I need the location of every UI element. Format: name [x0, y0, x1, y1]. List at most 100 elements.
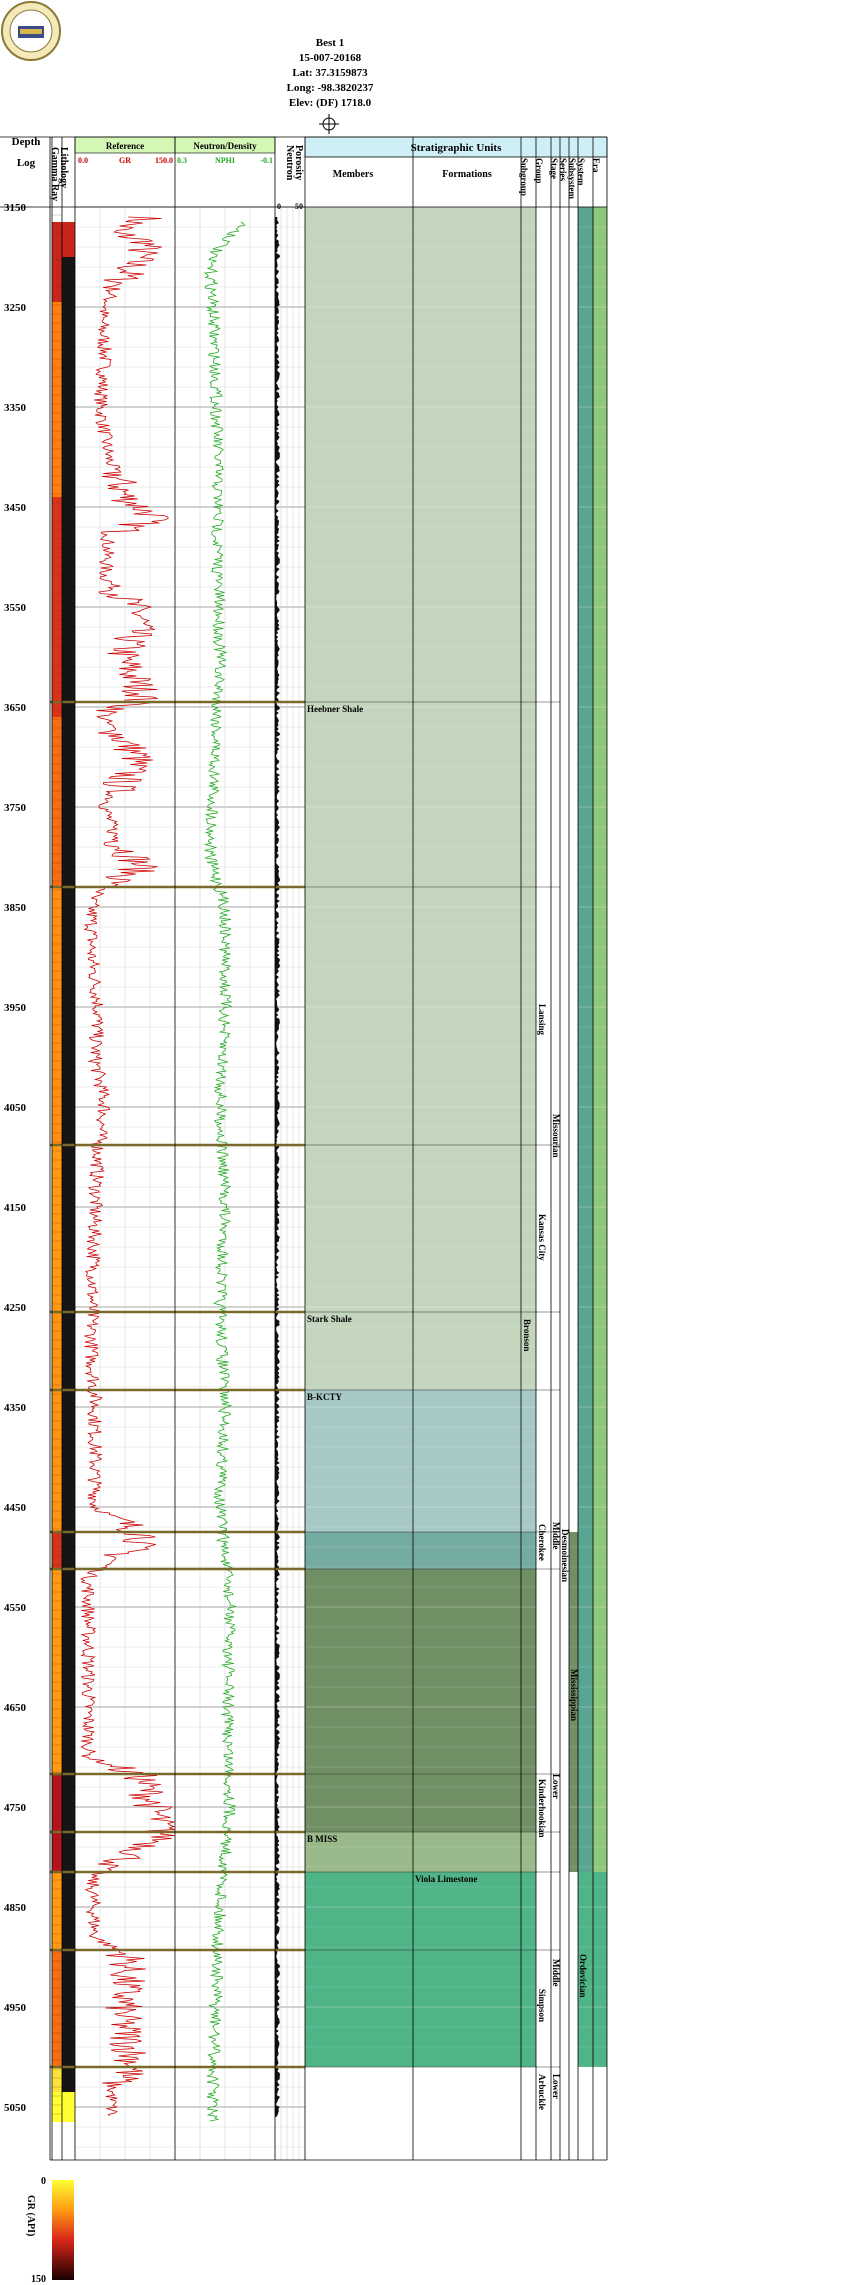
track-frame [0, 136, 608, 2161]
depth-tick-3250: 3250 [4, 302, 27, 314]
nphi-curve-track [203, 221, 246, 2122]
depth-tick-4850: 4850 [4, 1902, 27, 1914]
depth-tick-3350: 3350 [4, 402, 27, 414]
lithology-band-0 [52, 207, 75, 222]
depth-grid [75, 206, 607, 2160]
kgs-seal-logo [1, 1, 61, 61]
depth-tick-3750: 3750 [4, 802, 27, 814]
porosity-fill [275, 217, 280, 2117]
top-label-0: Heebner Shale [307, 704, 363, 714]
unit-band-2 [305, 1532, 536, 1569]
depth-tick-3450: 3450 [4, 502, 27, 514]
ordovician-system-fill [578, 1872, 593, 2067]
depth-tick-4050: 4050 [4, 1102, 27, 1114]
strat-unit-labels: Lansing Missourian Kansas City Bronson Middl… [522, 1004, 588, 2110]
gr-legend-min: 0 [41, 2176, 46, 2187]
strat-label-8: Lower [551, 1774, 561, 1799]
strat-label-6: Cherokee [537, 1524, 547, 1561]
nphi-curve [203, 221, 246, 2122]
formation-label-0: Viola Limestone [415, 1874, 477, 1884]
depth-tick-4150: 4150 [4, 1202, 27, 1214]
strat-label-13: Lower [551, 2074, 561, 2099]
era-column-fill [593, 207, 607, 1872]
top-label-3: Stark Shale [307, 1314, 352, 1324]
strat-label-4: Middle [551, 1522, 561, 1550]
nphi-scale-max: -0.1 [260, 156, 273, 165]
system-column-fill [578, 207, 593, 1872]
unit-band-0 [305, 207, 536, 1390]
log-header: Log [17, 157, 36, 169]
depth-header: Depth [12, 136, 41, 148]
well-api-number: 15-007-20168 [298, 52, 362, 64]
depth-tick-4250: 4250 [4, 1302, 27, 1314]
gr-scale-max: 150.0 [155, 156, 173, 165]
depth-tick-4350: 4350 [4, 1402, 27, 1414]
formation-tops: Heebner Shale Stark Shale B-KCTY B MISS Viol… [50, 700, 560, 2069]
nphi-scale-min: 0.3 [177, 156, 187, 165]
well-longitude: Long: -98.3820237 [286, 82, 374, 94]
reference-header: Reference [106, 141, 144, 151]
strat-col-group: Group [534, 158, 544, 183]
porosity-header: Porosity [293, 145, 304, 180]
unit-band-5 [305, 1872, 536, 2067]
strat-label-1: Missourian [551, 1114, 561, 1158]
gr-curve-track [80, 216, 175, 2117]
strat-label-11: Middle [551, 1959, 561, 1987]
strat-label-9: Kinderhookian [537, 1779, 547, 1838]
strat-col-subsystem: Subsystem [567, 158, 577, 200]
lithology-band-14 [52, 2092, 75, 2122]
well-latitude: Lat: 37.3159873 [292, 67, 368, 79]
gamma-ray-header: Gamma Ray [49, 147, 60, 201]
well-name: Best 1 [315, 37, 345, 49]
strat-label-2: Kansas City [537, 1214, 547, 1261]
neutron-header: Neutron [284, 145, 295, 181]
top-label-4: B-KCTY [307, 1392, 343, 1402]
strat-label-0: Lansing [537, 1004, 547, 1036]
lithology-symbol-strip [62, 257, 75, 2092]
porosity-track [275, 217, 280, 2117]
gr-curve [80, 216, 175, 2117]
strat-label-12: Simpson [537, 1989, 547, 2022]
lithology-header: Lithology [58, 147, 69, 188]
depth-tick-4650: 4650 [4, 1702, 27, 1714]
depth-tick-4950: 4950 [4, 2002, 27, 2014]
unit-band-1 [305, 1390, 536, 1532]
strat-unit-bands [305, 207, 607, 2067]
gr-legend-bar [52, 2180, 74, 2280]
depth-tick-4550: 4550 [4, 1602, 27, 1614]
unit-band-3 [305, 1569, 536, 1832]
strat-label-3: Bronson [522, 1319, 532, 1351]
strat-col-era: Era [591, 158, 601, 173]
depth-tick-5050: 5050 [4, 2102, 27, 2114]
depth-tick-3850: 3850 [4, 902, 27, 914]
mississippian-subsystem-fill [569, 1532, 578, 1872]
well-elevation: Elev: (DF) 1718.0 [288, 97, 372, 109]
strat-col-stage: Stage [549, 158, 559, 179]
depth-tick-3650: 3650 [4, 702, 27, 714]
gr-legend-title: GR (API) [25, 2195, 36, 2236]
well-symbol-icon [319, 114, 339, 134]
formations-header: Formations [442, 169, 492, 180]
gr-scale-min: 0.0 [78, 156, 88, 165]
strat-units-header: Stratigraphic Units [411, 142, 502, 154]
lithology-track [52, 207, 75, 2122]
depth-tick-4750: 4750 [4, 1802, 27, 1814]
unit-band-4 [305, 1832, 536, 1872]
porosity-scale-max: 50 [295, 202, 303, 211]
strat-col-subgroup: Subgroup [519, 158, 529, 196]
depth-tick-3150: 3150 [4, 202, 27, 214]
ordovician-era-fill [593, 1872, 607, 2067]
gr-legend-max: 150 [31, 2274, 46, 2285]
top-label-8: B MISS [307, 1834, 337, 1844]
members-header: Members [333, 169, 374, 180]
well-header: Best 1 15-007-20168 Lat: 37.3159873 Long… [240, 36, 420, 111]
nphi-scale-label: NPHI [215, 156, 235, 165]
strat-label-7: Mississippian [569, 1669, 579, 1721]
depth-tick-4450: 4450 [4, 1502, 27, 1514]
strat-label-14: Arbuckle [537, 2074, 547, 2110]
strat-label-10: Ordovician [578, 1954, 588, 1998]
strat-label-5: Desmoinesian [560, 1529, 570, 1582]
strat-col-series: Series [558, 158, 568, 181]
neutron-density-header: Neutron/Density [193, 141, 257, 151]
